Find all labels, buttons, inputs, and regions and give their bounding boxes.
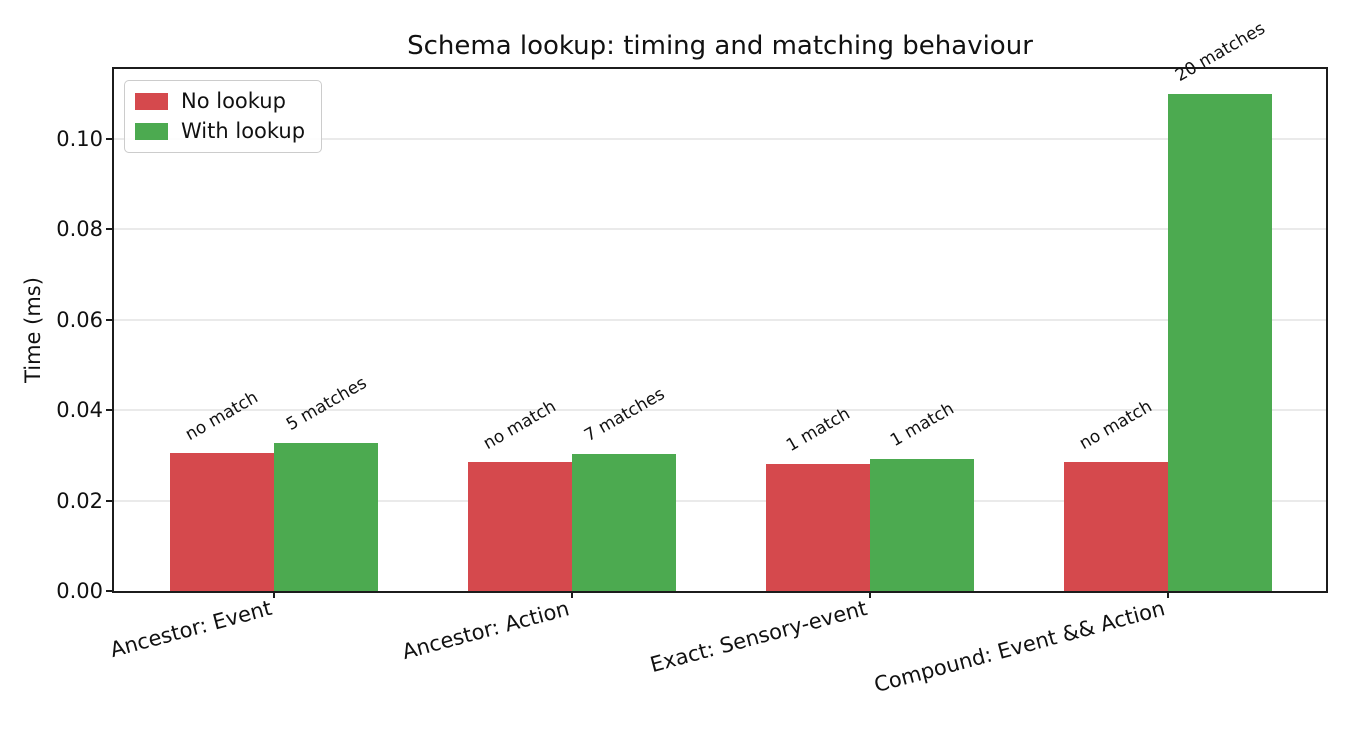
x-tick-label: Exact: Sensory-event xyxy=(647,596,870,678)
bar-with-lookup xyxy=(1168,94,1273,591)
gridline xyxy=(113,409,1327,412)
x-tick-mark xyxy=(272,591,275,598)
bar-with-lookup xyxy=(870,459,975,591)
x-tick-mark xyxy=(869,591,872,598)
y-tick-label: 0.08 xyxy=(56,217,103,242)
bar-annotation: no match xyxy=(182,387,262,446)
legend-label: With lookup xyxy=(181,119,306,143)
x-tick-label: Compound: Event && Action xyxy=(871,595,1168,697)
bar-annotation: 7 matches xyxy=(580,384,668,447)
y-tick-mark xyxy=(106,318,113,321)
bar-annotation: 1 match xyxy=(886,399,958,452)
chart-title: Schema lookup: timing and matching behav… xyxy=(407,31,1033,61)
y-tick-mark xyxy=(106,137,113,140)
bar-annotation: 1 match xyxy=(782,404,854,457)
y-tick-mark xyxy=(106,590,113,592)
y-tick-mark xyxy=(106,228,113,231)
bar-no-lookup xyxy=(765,464,871,591)
gridline xyxy=(113,318,1327,321)
legend-swatch xyxy=(135,123,168,140)
x-tick-label: Ancestor: Action xyxy=(399,595,572,664)
y-tick-mark xyxy=(106,499,113,502)
gridline xyxy=(113,228,1327,231)
x-tick-mark xyxy=(571,591,573,598)
y-tick-label: 0.04 xyxy=(56,398,103,423)
bar-with-lookup xyxy=(572,454,677,591)
bar-annotation: no match xyxy=(480,396,560,455)
y-tick-label: 0.06 xyxy=(56,307,103,332)
legend-label: No lookup xyxy=(181,89,286,113)
gridline xyxy=(113,137,1327,140)
y-tick-mark xyxy=(106,409,113,412)
x-tick-label: Ancestor: Event xyxy=(107,595,275,663)
bar-no-lookup xyxy=(467,462,572,591)
bar-no-lookup xyxy=(169,453,274,591)
y-tick-label: 0.10 xyxy=(56,126,103,151)
bar-annotation: no match xyxy=(1076,396,1156,455)
bar-with-lookup xyxy=(273,443,379,591)
y-tick-label: 0.02 xyxy=(56,488,103,513)
bar-no-lookup xyxy=(1063,462,1169,591)
y-tick-label: 0.00 xyxy=(56,579,103,603)
legend-swatch xyxy=(135,93,168,110)
legend: No lookup With lookup xyxy=(124,80,323,153)
bar-annotation: 5 matches xyxy=(282,373,370,436)
legend-item: No lookup xyxy=(135,89,305,114)
gridline xyxy=(113,499,1327,502)
x-tick-mark xyxy=(1167,591,1170,598)
legend-item: With lookup xyxy=(135,119,305,144)
